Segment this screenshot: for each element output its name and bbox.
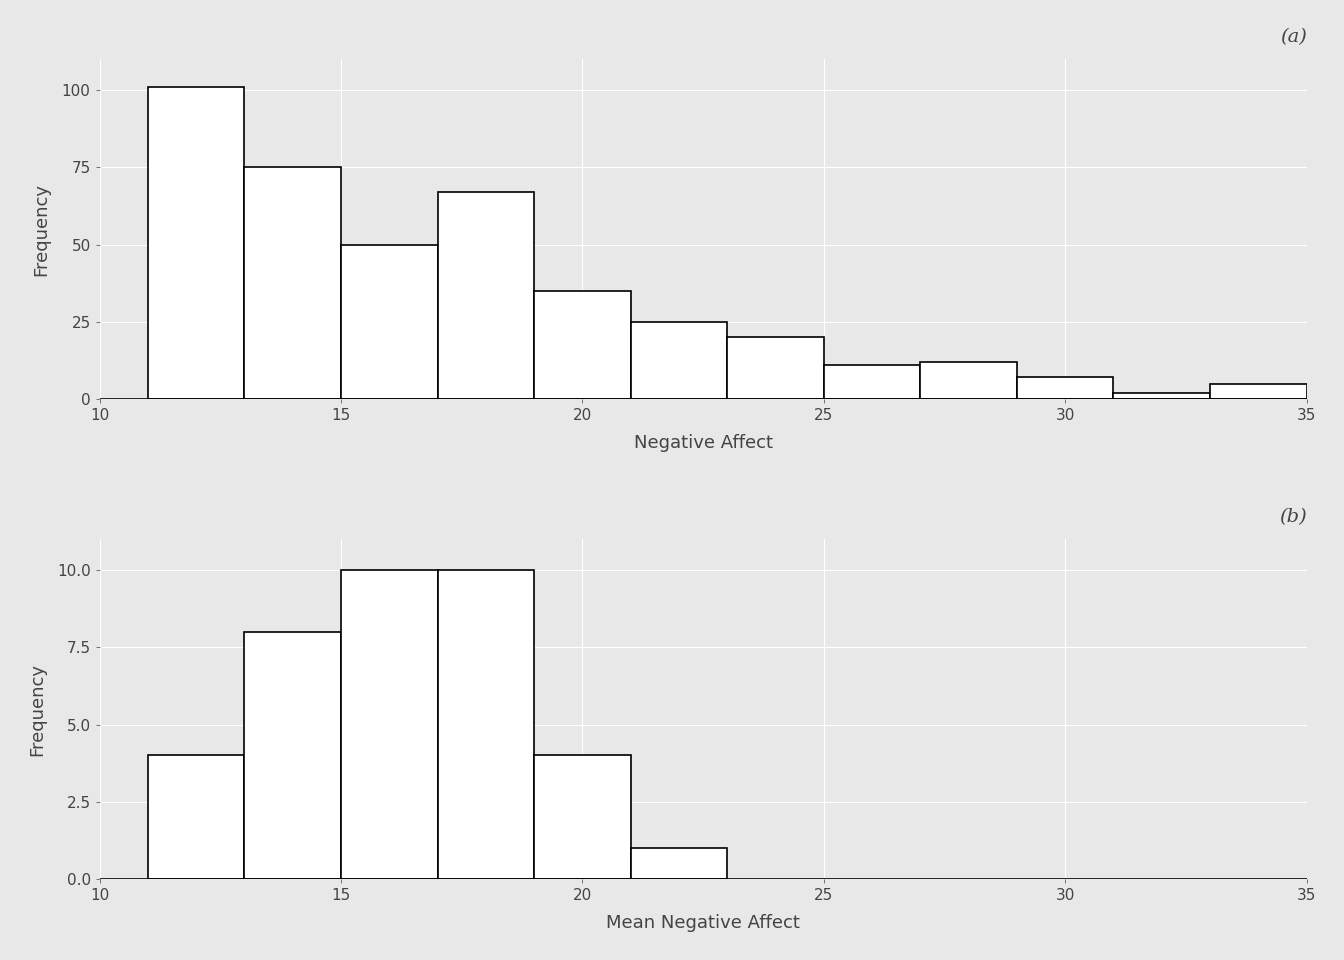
Bar bbox=[824, 365, 921, 399]
Bar bbox=[727, 337, 824, 399]
X-axis label: Mean Negative Affect: Mean Negative Affect bbox=[606, 914, 800, 932]
Bar bbox=[630, 322, 727, 399]
Bar bbox=[534, 291, 630, 399]
Text: (b): (b) bbox=[1278, 508, 1306, 526]
Bar bbox=[630, 849, 727, 879]
Bar bbox=[245, 632, 341, 879]
Bar bbox=[921, 362, 1017, 399]
Y-axis label: Frequency: Frequency bbox=[32, 182, 51, 276]
Bar bbox=[148, 87, 245, 399]
Y-axis label: Frequency: Frequency bbox=[28, 662, 46, 756]
Bar bbox=[1017, 377, 1113, 399]
X-axis label: Negative Affect: Negative Affect bbox=[633, 434, 773, 452]
Bar bbox=[534, 756, 630, 879]
Text: (a): (a) bbox=[1279, 28, 1306, 46]
Bar bbox=[341, 245, 438, 399]
Bar bbox=[1210, 384, 1306, 399]
Bar bbox=[438, 192, 534, 399]
Bar bbox=[1113, 393, 1210, 399]
Bar bbox=[148, 756, 245, 879]
Bar bbox=[245, 167, 341, 399]
Bar bbox=[438, 570, 534, 879]
Bar bbox=[341, 570, 438, 879]
